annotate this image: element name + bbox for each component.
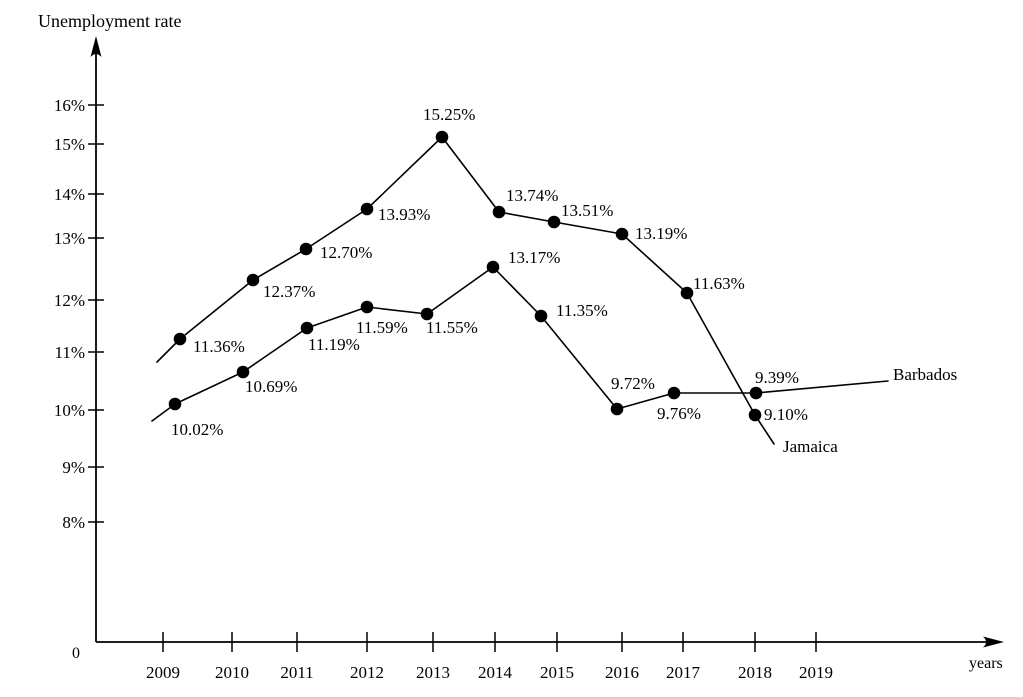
- data-point-label-jamaica: 13.93%: [378, 205, 430, 224]
- x-tick-label: 2011: [280, 663, 313, 682]
- data-point-label-jamaica: 12.37%: [263, 282, 315, 301]
- series-label-jamaica: Jamaica: [783, 437, 838, 456]
- data-point-label-barbados: 11.55%: [426, 318, 478, 337]
- data-point-barbados: [667, 386, 681, 400]
- data-point-barbados: [236, 365, 250, 379]
- x-tick-label: 2015: [540, 663, 574, 682]
- y-tick-label: 12%: [54, 291, 85, 310]
- data-point-jamaica: [435, 130, 449, 144]
- data-point-label-barbados: 9.76%: [657, 404, 701, 423]
- x-tick-label: 2016: [605, 663, 639, 682]
- y-tick-label: 16%: [54, 96, 85, 115]
- data-point-jamaica: [173, 332, 187, 346]
- y-tick-label: 15%: [54, 135, 85, 154]
- data-point-label-jamaica: 13.74%: [506, 186, 558, 205]
- y-tick-label: 8%: [62, 513, 85, 532]
- data-point-barbados: [610, 402, 624, 416]
- series-line-barbados: [151, 266, 889, 422]
- data-point-jamaica: [360, 202, 374, 216]
- origin-label: 0: [72, 645, 80, 662]
- y-axis-title: Unemployment rate: [38, 11, 181, 31]
- x-tick-label: 2017: [666, 663, 701, 682]
- data-point-label-jamaica: 13.51%: [561, 201, 613, 220]
- data-point-label-barbados: 9.72%: [611, 374, 655, 393]
- data-point-jamaica: [615, 227, 629, 241]
- y-tick-label: 10%: [54, 401, 85, 420]
- x-tick-label: 2018: [738, 663, 772, 682]
- data-point-label-jamaica: 15.25%: [423, 105, 475, 124]
- x-tick-label: 2013: [416, 663, 450, 682]
- x-tick-label: 2010: [215, 663, 249, 682]
- x-tick-label: 2014: [478, 663, 513, 682]
- data-point-jamaica: [246, 273, 260, 287]
- data-point-label-jamaica: 12.70%: [320, 243, 372, 262]
- y-tick-label: 13%: [54, 229, 85, 248]
- x-tick-label: 2019: [799, 663, 833, 682]
- data-point-jamaica: [492, 205, 506, 219]
- data-point-jamaica: [547, 215, 561, 229]
- data-point-label-jamaica: 13.19%: [635, 224, 687, 243]
- series-line-jamaica: [156, 136, 775, 445]
- y-tick-label: 11%: [54, 343, 85, 362]
- data-point-jamaica: [748, 408, 762, 422]
- x-axis-title: years: [969, 655, 1003, 672]
- y-axis-arrowhead-icon: [90, 36, 102, 57]
- data-point-jamaica: [299, 242, 313, 256]
- data-point-label-jamaica: 11.63%: [693, 274, 745, 293]
- data-point-barbados: [360, 300, 374, 314]
- data-point-barbados: [486, 260, 500, 274]
- data-point-jamaica: [680, 286, 694, 300]
- data-point-barbados: [749, 386, 763, 400]
- data-point-label-barbados: 11.35%: [556, 301, 608, 320]
- data-point-barbados: [420, 307, 434, 321]
- data-point-label-barbados: 11.19%: [308, 335, 360, 354]
- data-point-barbados: [168, 397, 182, 411]
- y-tick-label: 14%: [54, 185, 85, 204]
- data-point-label-barbados: 11.59%: [356, 318, 408, 337]
- x-tick-label: 2009: [146, 663, 180, 682]
- data-point-barbados: [534, 309, 548, 323]
- data-point-label-jamaica: 11.36%: [193, 337, 245, 356]
- x-tick-label: 2012: [350, 663, 384, 682]
- data-point-label-barbados: 13.17%: [508, 248, 560, 267]
- data-point-label-jamaica: 9.10%: [764, 405, 808, 424]
- y-tick-label: 9%: [62, 458, 85, 477]
- x-axis-arrowhead-icon: [983, 636, 1004, 648]
- data-point-label-barbados: 10.02%: [171, 420, 223, 439]
- data-point-label-barbados: 10.69%: [245, 377, 297, 396]
- series-label-barbados: Barbados: [893, 365, 957, 384]
- data-point-label-barbados: 9.39%: [755, 368, 799, 387]
- data-point-barbados: [300, 321, 314, 335]
